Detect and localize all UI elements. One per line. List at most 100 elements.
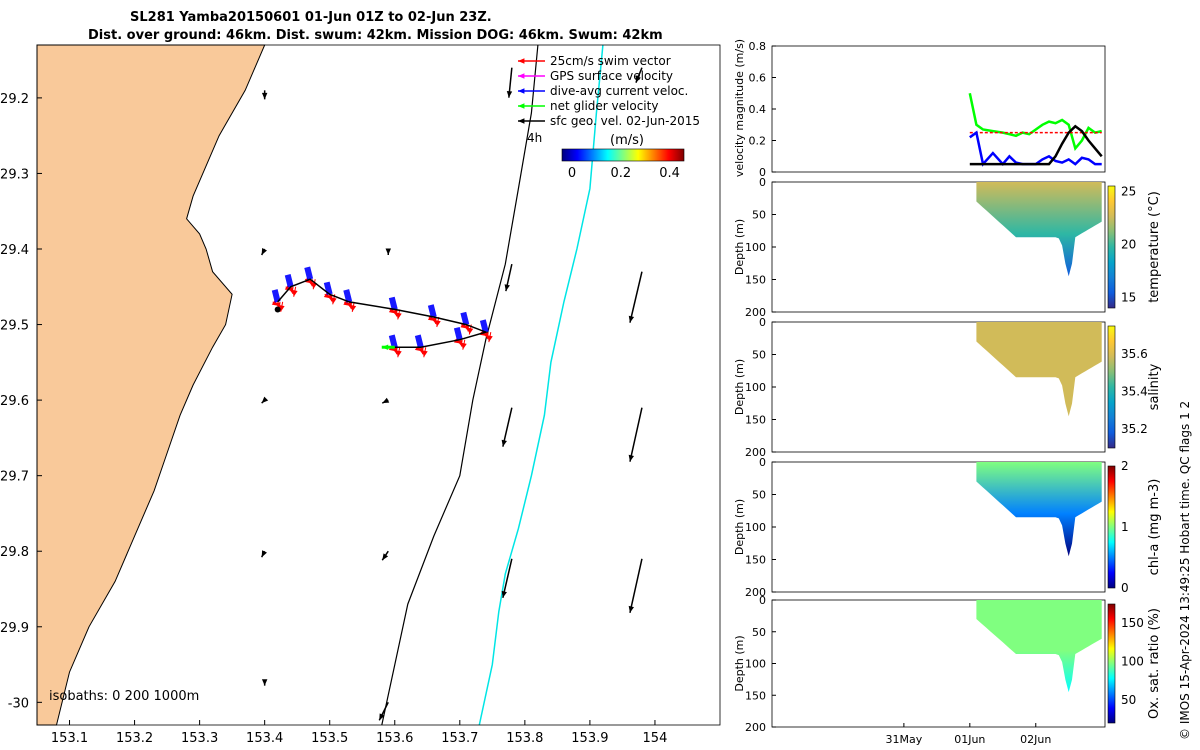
- legend-label: GPS surface velocity: [550, 69, 673, 83]
- map-y-tick-label: 29.6: [0, 394, 29, 409]
- map-y-tick-label: 29.7: [0, 470, 29, 485]
- current-vector: [427, 304, 437, 318]
- section-colorbar-tick-label: 1: [1121, 520, 1129, 534]
- swim-vector-head: [422, 350, 428, 358]
- geo-velocity-vector-head: [261, 396, 269, 404]
- current-vector: [284, 274, 294, 288]
- velocity-y-tick-label: 0: [759, 166, 766, 179]
- section-colorbar-tick-label: 15: [1121, 290, 1136, 304]
- map-y-tick-label: 29.9: [0, 621, 29, 636]
- section-y-tick-label: 0: [759, 594, 766, 607]
- section-data-fill: [976, 322, 1102, 417]
- current-vector: [323, 281, 333, 296]
- time-tick-label: 01Jun: [954, 733, 985, 746]
- section-colorbar-label: Ox. sat. ratio (%): [1147, 608, 1162, 719]
- section-y-tick-label: 150: [745, 689, 766, 702]
- swim-vector: [392, 309, 398, 317]
- map-x-tick-label: 153.5: [311, 731, 348, 746]
- swim-vector: [483, 331, 489, 340]
- coastline-land: [36, 44, 266, 726]
- section-y-tick-label: 50: [752, 209, 766, 222]
- legend-arrow: [518, 73, 545, 79]
- isobath-200m: [381, 44, 539, 726]
- map-colorbar: [561, 148, 685, 162]
- legend-label: sfc geo. vel. 02-Jun-2015: [550, 114, 700, 128]
- map-x-tick-label: 153.4: [246, 731, 283, 746]
- swim-vector-head: [467, 327, 474, 335]
- geo-velocity-vector-head: [506, 90, 513, 98]
- legend-arrow: [518, 118, 545, 124]
- geo-velocity-vector-shaft: [502, 407, 513, 447]
- swim-vector-head: [350, 305, 357, 312]
- velocity-axes-box: [771, 45, 1106, 173]
- section-colorbar-tick-label: 100: [1121, 655, 1144, 669]
- map-x-tick-label: 153.2: [116, 731, 153, 746]
- section-y-tick-label: 100: [745, 658, 766, 671]
- velocity-y-tick-label: 0.4: [749, 103, 767, 116]
- swim-vector-head: [392, 309, 398, 317]
- geo-velocity-vector-head: [382, 553, 389, 561]
- section-colorbar-label: salinity: [1147, 363, 1162, 410]
- swim-vector-head: [331, 297, 337, 305]
- legend-label: net glider velocity: [550, 99, 658, 113]
- section-y-tick-label: 100: [745, 381, 766, 394]
- section-y-tick-label: 50: [752, 349, 766, 362]
- section-colorbar-label: chl-a (mg m-3): [1147, 479, 1162, 576]
- velocity-series-line: [969, 124, 1103, 166]
- section-colorbar: [1107, 465, 1116, 589]
- velocity-y-tick-label: 0.8: [749, 40, 767, 53]
- geo-velocity-vector: [628, 271, 643, 323]
- swim-vector-head: [418, 347, 424, 355]
- map-x-tick-label: 153.1: [51, 731, 88, 746]
- geo-velocity-vector: [261, 679, 268, 686]
- swim-vector-head: [457, 339, 463, 347]
- legend-label: 25cm/s swim vector: [550, 54, 671, 68]
- section-y-tick-label: 150: [745, 414, 766, 427]
- section-y-tick-label: 150: [745, 554, 766, 567]
- map-x-tick-label: 153.9: [571, 731, 608, 746]
- swim-vector: [392, 347, 398, 355]
- geo-velocity-vector: [501, 407, 513, 447]
- swim-vector: [327, 294, 333, 302]
- swim-vector-head: [392, 347, 398, 355]
- geo-velocity-vector-shaft: [629, 407, 643, 462]
- swim-vector-head: [279, 305, 285, 312]
- section-colorbar-tick-label: 2: [1121, 459, 1129, 473]
- swim-vector: [422, 347, 428, 358]
- geo-velocity-vector: [504, 263, 513, 292]
- geo-velocity-vector: [501, 558, 513, 598]
- swim-vector-head: [431, 317, 437, 324]
- swim-vector: [396, 347, 402, 358]
- time-tick-label: 02Jun: [1020, 733, 1051, 746]
- current-vector: [388, 334, 398, 348]
- geo-velocity-vector-head: [261, 679, 268, 686]
- current-vector: [453, 326, 463, 341]
- section-y-tick-label: 200: [745, 306, 766, 319]
- legend-arrow-head: [518, 58, 525, 64]
- section-colorbar-label: temperature (°C): [1147, 191, 1162, 303]
- section-colorbar-tick-label: 35.2: [1121, 422, 1148, 436]
- geo-velocity-vector: [635, 67, 643, 83]
- section-data-fill: [976, 462, 1102, 557]
- velocity-y-tick-label: 0.6: [749, 72, 767, 85]
- swim-vector: [346, 301, 353, 310]
- swim-vector: [461, 339, 467, 350]
- section-y-tick-label: 200: [745, 446, 766, 459]
- section-y-label: Depth (m): [733, 219, 746, 275]
- section-y-tick-label: 100: [745, 521, 766, 534]
- current-vector: [271, 289, 281, 303]
- map-axes-box: [36, 44, 721, 726]
- map-y-tick-label: 29.2: [0, 92, 29, 107]
- section-y-tick-label: 50: [752, 489, 766, 502]
- geo-velocity-vector: [381, 550, 389, 561]
- swim-vector: [418, 347, 424, 355]
- section-y-tick-label: 200: [745, 721, 766, 734]
- legend-arrow-head: [518, 103, 525, 109]
- section-y-tick-label: 100: [745, 241, 766, 254]
- section-data-fill: [976, 182, 1102, 277]
- swim-vector: [487, 332, 493, 343]
- geo-velocity-vector-shaft: [629, 558, 643, 613]
- swim-vector: [350, 301, 357, 312]
- geo-velocity-vector-shaft: [502, 558, 513, 598]
